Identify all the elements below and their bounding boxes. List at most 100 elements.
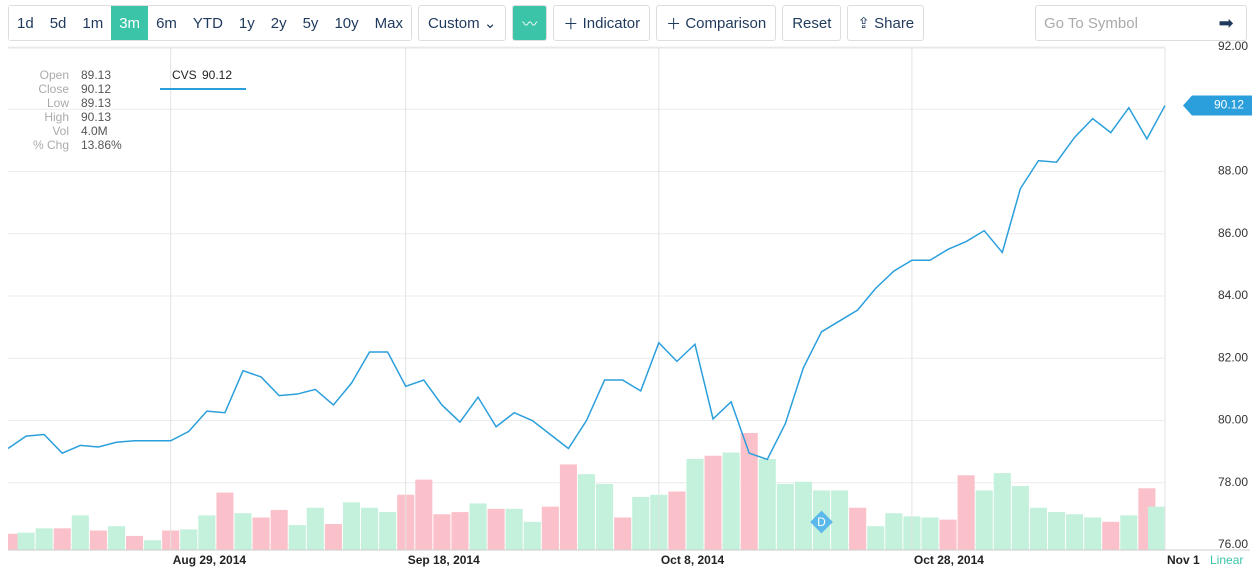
range-button[interactable]: 1m (74, 6, 112, 40)
go-button[interactable]: ➡ (1218, 12, 1234, 33)
custom-button[interactable]: Custom ⌄ (417, 5, 507, 41)
info-label: Close (38, 82, 69, 96)
chart-type-button[interactable]: 〰 (512, 5, 548, 41)
label: Custom (427, 14, 480, 32)
y-tick-label: 80.00 (1218, 413, 1248, 427)
y-tick-label: 88.00 (1218, 164, 1248, 178)
volume-bar (306, 507, 324, 550)
volume-bar (1011, 486, 1029, 550)
y-tick-label: 92.00 (1218, 39, 1248, 53)
range-button[interactable]: 5d (41, 6, 75, 40)
volume-bar (144, 540, 162, 550)
volume-bar (957, 475, 975, 550)
volume-bar (180, 529, 198, 550)
volume-bar (614, 517, 632, 550)
volume-bar (324, 524, 342, 550)
info-value: 4.0M (81, 124, 108, 138)
volume-bar (1084, 517, 1102, 550)
info-value: 90.13 (81, 110, 111, 124)
volume-bar (577, 474, 596, 550)
info-value: 90.12 (81, 82, 111, 96)
indicator-button[interactable]: ＋ Indicator (553, 5, 651, 41)
placeholder: Go To Symbol (1044, 14, 1138, 32)
volume-bar (216, 492, 234, 550)
range-button[interactable]: Max (366, 6, 411, 40)
price-line (7, 105, 1166, 461)
info-value: 89.13 (81, 96, 111, 110)
range-button[interactable]: 3m (111, 6, 149, 40)
volume-bar (776, 483, 794, 550)
y-tick-label: 84.00 (1218, 288, 1248, 302)
volume-bar (704, 455, 722, 550)
volume-bar (939, 519, 957, 550)
x-tick-label: Oct 8, 2014 (661, 553, 725, 567)
range-button[interactable]: 10y (326, 6, 367, 40)
label: Reset (792, 14, 832, 32)
y-tick-label: 78.00 (1218, 475, 1248, 489)
share-button[interactable]: ⇪ Share (847, 5, 925, 41)
volume-bar (270, 509, 288, 550)
volume-bar (541, 506, 559, 550)
volume-bar (17, 532, 35, 550)
legend-value: 90.12 (202, 68, 232, 82)
volume-bar (849, 507, 867, 550)
range-button[interactable]: 1d (9, 6, 42, 40)
x-tick-label: Sep 18, 2014 (408, 553, 480, 567)
volume-bar (107, 526, 126, 550)
info-label: Vol (52, 124, 69, 138)
label: Share (874, 14, 915, 32)
x-tick-label: Oct 28, 2014 (914, 553, 984, 567)
volume-bar (632, 496, 650, 550)
volume-bar (740, 433, 758, 550)
volume-bar (1147, 506, 1165, 550)
volume-bar (53, 528, 71, 550)
y-tick-label: 86.00 (1218, 226, 1248, 240)
volume-bar (1047, 512, 1066, 550)
range-button[interactable]: YTD (184, 6, 231, 40)
volume-bar (89, 530, 107, 550)
volume-bar (451, 512, 469, 550)
volume-bar (234, 513, 252, 550)
volume-bar (993, 473, 1011, 550)
legend-name: CVS (172, 68, 197, 82)
volume-bar (71, 515, 89, 550)
info-value: 89.13 (81, 68, 111, 82)
volume-bar (686, 459, 704, 550)
volume-bar (722, 452, 740, 550)
dividend-marker (810, 510, 833, 534)
volume-bar (596, 483, 614, 550)
label: Indicator (582, 14, 641, 32)
volume-bar (794, 481, 812, 550)
reset-button[interactable]: Reset (782, 5, 842, 41)
volume-bar (1120, 515, 1138, 550)
range-button[interactable]: 5y (294, 6, 327, 40)
range-group: 1d 5d 1m 3m 6m YTD 1y 2y 5y 10y Max (8, 5, 412, 41)
volume-bar (975, 490, 993, 550)
volume-bar (198, 515, 216, 550)
volume-bar (379, 512, 397, 550)
volume-bar (559, 464, 577, 550)
volume-bar (252, 517, 270, 550)
symbol-search[interactable]: Go To Symbol ➡ (1035, 5, 1247, 41)
range-button[interactable]: 2y (262, 6, 295, 40)
volume-bar (885, 513, 903, 550)
x-tick-label: Nov 1 (1167, 553, 1200, 567)
comparison-button[interactable]: ＋ Comparison (656, 5, 777, 41)
range-button[interactable]: 6m (148, 6, 185, 40)
volume-bar (921, 517, 939, 550)
volume-bar (668, 491, 686, 550)
volume-bar (342, 502, 361, 550)
volume-bar (415, 479, 433, 550)
volume-bar (487, 508, 505, 550)
volume-bar (831, 490, 849, 550)
info-value: 13.86% (81, 138, 122, 152)
y-tick-label: 82.00 (1218, 350, 1248, 364)
volume-bar (867, 526, 885, 550)
volume-bar (1029, 507, 1047, 550)
last-price-badge (1183, 95, 1252, 116)
range-button[interactable]: 1y (230, 6, 263, 40)
volume-bar (505, 508, 523, 550)
scale-toggle: Linear (1210, 553, 1243, 567)
